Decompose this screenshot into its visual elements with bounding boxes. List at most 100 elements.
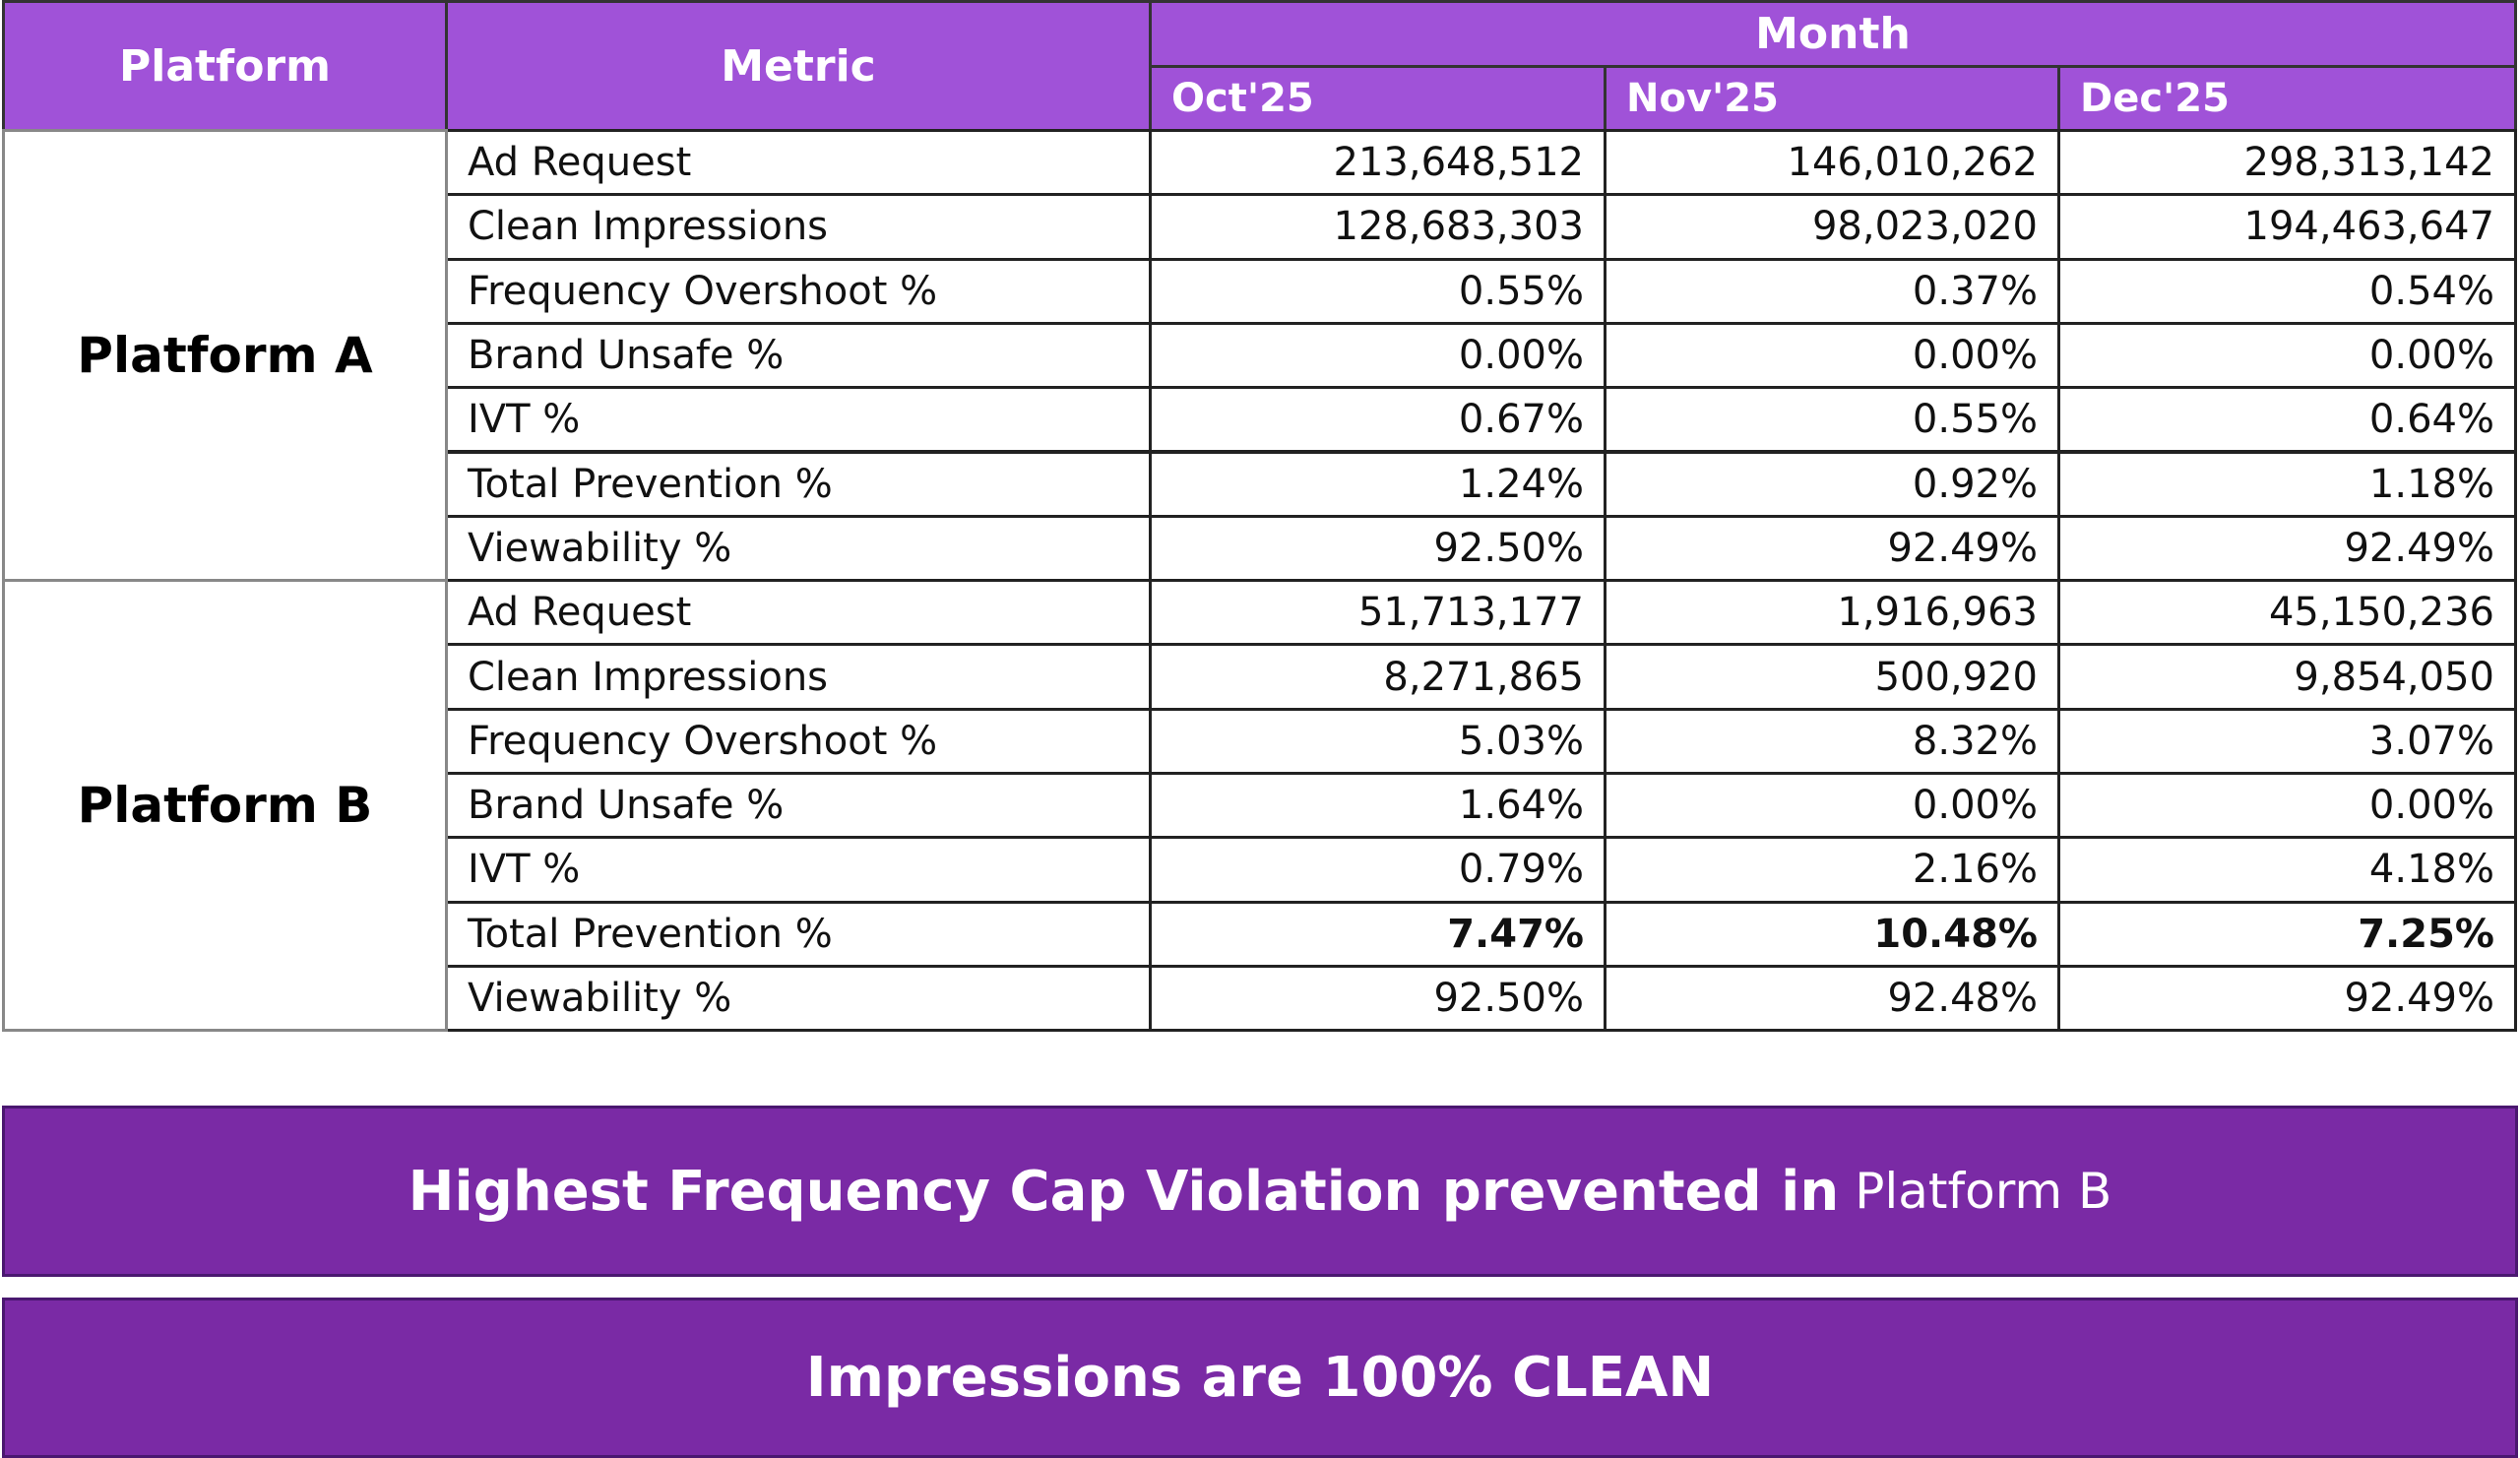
value-cell: 0.00% [1149,321,1606,390]
metric-cell: IVT % [445,836,1152,904]
header-metric: Metric [445,0,1152,132]
cell-text: Viewability % [468,525,732,571]
metric-cell: Brand Unsafe % [445,772,1152,840]
cell-text: 298,313,142 [2243,140,2494,186]
cell-text: 7.25% [2358,911,2494,957]
value-cell: 1,916,963 [1604,579,2060,647]
value-cell: 98,023,020 [1604,193,2060,261]
platform-cell: Platform A [2,129,448,583]
value-cell: 0.79% [1149,836,1606,904]
cell-text: Brand Unsafe % [468,783,785,829]
metric-cell: Ad Request [445,129,1152,197]
cell-text: 92.49% [2344,976,2494,1022]
value-cell: 92.49% [2057,964,2517,1033]
cell-text: 2.16% [1912,847,2038,893]
value-cell: 92.49% [1604,514,2060,583]
cell-text: 0.00% [1912,333,2038,379]
cell-text: 0.54% [2368,268,2494,314]
cell-text: Clean Impressions [468,654,829,700]
header-month-name: Dec'25 [2057,65,2517,132]
cell-text: 0.64% [2368,397,2494,443]
value-cell: 10.48% [1604,900,2060,968]
cell-text: 0.00% [1912,783,2038,829]
cell-text: Ad Request [468,140,692,186]
cell-text: 10.48% [1873,911,2038,957]
cell-text: 1.64% [1458,783,1584,829]
cell-text: 45,150,236 [2268,590,2494,636]
metric-cell: Viewability % [445,964,1152,1033]
value-cell: 146,010,262 [1604,129,2060,197]
cell-text: 92.49% [1887,525,2038,571]
metric-cell: Clean Impressions [445,193,1152,261]
cell-text: 1,916,963 [1837,590,2038,636]
value-cell: 0.55% [1149,257,1606,325]
cell-text: Dec'25 [2080,76,2230,121]
metric-cell: Viewability % [445,514,1152,583]
value-cell: 500,920 [1604,643,2060,711]
value-cell: 0.00% [1604,772,2060,840]
metric-cell: IVT % [445,386,1152,454]
cell-text: 8,271,865 [1383,654,1584,700]
cell-text: Viewability % [468,976,732,1022]
cell-text: Total Prevention % [468,461,833,507]
value-cell: 92.50% [1149,964,1606,1033]
cell-text: 213,648,512 [1333,140,1584,186]
platform-cell: Platform B [2,579,448,1033]
cell-text: 0.92% [1912,461,2038,507]
cell-text: 1.24% [1458,461,1584,507]
cell-text: Frequency Overshoot % [468,718,938,764]
value-cell: 1.18% [2057,450,2517,518]
banner: Impressions are 100% CLEAN [2,1298,2518,1458]
cell-text: 92.48% [1887,976,2038,1022]
cell-text: 98,023,020 [1811,204,2038,250]
header-month-name: Oct'25 [1149,65,1606,132]
cell-text: 128,683,303 [1333,204,1584,250]
value-cell: 8.32% [1604,707,2060,775]
header-month: Month [1149,0,2517,68]
value-cell: 51,713,177 [1149,579,1606,647]
banner-text: Impressions are 100% CLEAN [805,1346,1715,1410]
metric-cell: Ad Request [445,579,1152,647]
value-cell: 4.18% [2057,836,2517,904]
cell-text: 1.18% [2368,461,2494,507]
cell-text: Platform [119,40,331,92]
cell-text: 0.67% [1458,397,1584,443]
cell-text: 7.47% [1447,911,1584,957]
value-cell: 1.64% [1149,772,1606,840]
cell-text: 0.55% [1458,268,1584,314]
cell-text: 92.50% [1433,525,1584,571]
value-cell: 0.54% [2057,257,2517,325]
header-platform: Platform [2,0,448,132]
cell-text: Nov'25 [1626,76,1779,121]
cell-text: Platform B [77,777,373,835]
cell-text: 0.00% [1458,333,1584,379]
cell-text: 92.49% [2344,525,2494,571]
value-cell: 0.00% [2057,772,2517,840]
value-cell: 5.03% [1149,707,1606,775]
cell-text: IVT % [468,847,581,893]
value-cell: 0.37% [1604,257,2060,325]
cell-text: 194,463,647 [2243,204,2494,250]
value-cell: 7.25% [2057,900,2517,968]
cell-text: 3.07% [2368,718,2494,764]
value-cell: 8,271,865 [1149,643,1606,711]
cell-text: 92.50% [1433,976,1584,1022]
value-cell: 9,854,050 [2057,643,2517,711]
value-cell: 45,150,236 [2057,579,2517,647]
banner: Highest Frequency Cap Violation prevente… [2,1106,2518,1277]
cell-text: Oct'25 [1171,76,1314,121]
cell-text: Metric [721,40,876,92]
header-month-name: Nov'25 [1604,65,2060,132]
banner-emphasis: Platform B [1855,1163,2112,1220]
value-cell: 0.00% [2057,321,2517,390]
metric-cell: Brand Unsafe % [445,321,1152,390]
cell-text: Clean Impressions [468,204,829,250]
value-cell: 298,313,142 [2057,129,2517,197]
cell-text: Brand Unsafe % [468,333,785,379]
value-cell: 2.16% [1604,836,2060,904]
metric-cell: Frequency Overshoot % [445,257,1152,325]
value-cell: 1.24% [1149,450,1606,518]
value-cell: 7.47% [1149,900,1606,968]
value-cell: 92.48% [1604,964,2060,1033]
